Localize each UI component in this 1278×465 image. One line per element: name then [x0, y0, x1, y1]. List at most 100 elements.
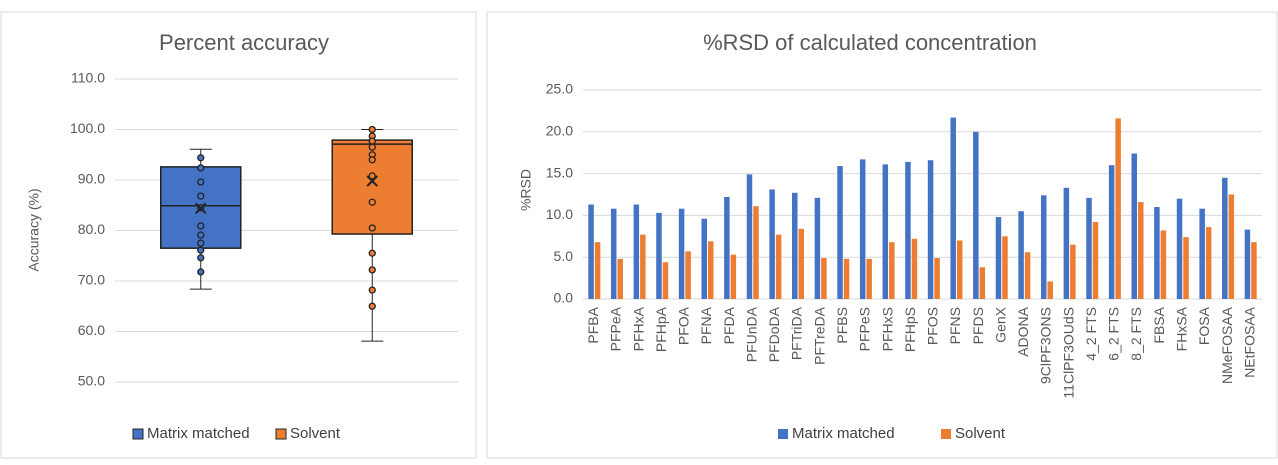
legend-label: Matrix matched	[147, 425, 250, 442]
bar	[633, 204, 640, 299]
x-tick-label: ADONA	[1015, 306, 1031, 356]
y-tick-label: 20.0	[546, 123, 573, 139]
y-tick-label: 100.0	[70, 120, 105, 136]
bar	[1108, 165, 1115, 299]
x-tick-label: 11ClPF3OUdS	[1060, 307, 1076, 399]
bar	[1092, 222, 1099, 299]
point	[197, 231, 205, 239]
bar	[979, 267, 986, 299]
bar	[1070, 244, 1076, 299]
bar	[662, 262, 669, 299]
bar	[882, 164, 889, 299]
y-tick-label: 60.0	[78, 322, 105, 338]
bar	[1183, 237, 1189, 299]
bar	[1131, 153, 1138, 299]
y-tick-label: 90.0	[78, 171, 105, 187]
bar	[814, 197, 821, 299]
y-tick-label: 5.0	[554, 248, 574, 264]
bar	[1024, 252, 1031, 299]
point	[368, 224, 376, 232]
bar	[678, 208, 685, 299]
bar	[707, 241, 714, 299]
x-tick-label: PFDS	[970, 307, 986, 344]
bar	[730, 254, 737, 299]
x-tick-label: PFHpS	[902, 307, 918, 352]
x-tick-label: 4_2 FTS	[1083, 307, 1099, 361]
bar	[927, 160, 934, 299]
mean-marker	[195, 202, 207, 214]
x-tick-label: PFDoDA	[766, 306, 782, 362]
point	[197, 254, 205, 262]
bar	[753, 206, 759, 299]
bar	[1063, 187, 1070, 299]
x-tick-label: GenX	[992, 306, 1008, 342]
point	[197, 178, 205, 186]
y-axis-label: %RSD	[518, 169, 534, 211]
bar	[617, 258, 623, 299]
bar	[843, 258, 850, 299]
x-tick-label: PFBA	[585, 306, 601, 343]
point	[368, 156, 376, 164]
x-tick-label: PFHpA	[653, 306, 669, 352]
x-tick-label: PFOS	[925, 307, 941, 345]
y-axis-label: Accuracy (%)	[26, 188, 42, 271]
x-tick-label: PFDA	[721, 306, 737, 344]
bar	[1222, 177, 1228, 299]
bar	[769, 189, 775, 299]
bar	[724, 197, 730, 299]
bar	[837, 166, 843, 299]
x-tick-label: PFPeS	[857, 307, 873, 351]
bar	[701, 218, 707, 299]
point	[197, 239, 205, 247]
bar	[775, 234, 782, 299]
bar	[1228, 194, 1235, 299]
bar	[798, 228, 805, 299]
legend-swatch	[275, 428, 287, 440]
point	[197, 222, 205, 230]
bar	[685, 251, 691, 299]
x-tick-label: PFTreDA	[811, 306, 827, 364]
legend-label: Solvent	[290, 425, 341, 442]
point	[197, 246, 205, 254]
x-tick-label: FHxSA	[1173, 306, 1189, 351]
bar	[792, 192, 798, 299]
x-tick-label: FBSA	[1151, 306, 1167, 343]
bar	[950, 117, 956, 299]
y-tick-label: 70.0	[78, 272, 105, 288]
bar	[1160, 230, 1167, 299]
x-tick-label: NEtFOSAA	[1241, 306, 1257, 377]
y-tick-label: 50.0	[78, 373, 105, 389]
x-tick-label: PFHxS	[879, 307, 895, 351]
point	[197, 154, 205, 162]
bar	[1018, 211, 1024, 299]
point	[368, 249, 376, 257]
bar	[1138, 202, 1144, 299]
bar	[934, 258, 940, 299]
x-tick-label: FOSA	[1196, 306, 1212, 345]
point	[368, 143, 376, 151]
point	[368, 137, 376, 145]
bar	[1115, 118, 1121, 299]
bar	[1040, 195, 1047, 299]
bar	[889, 242, 895, 299]
bar	[911, 238, 918, 299]
point	[197, 268, 205, 276]
bar	[656, 212, 662, 299]
chart-title: Percent accuracy	[159, 30, 329, 55]
point	[368, 286, 376, 294]
x-tick-label: 6_2 FTS	[1106, 307, 1122, 361]
y-tick-label: 10.0	[546, 206, 573, 222]
bar	[640, 234, 646, 299]
bar	[866, 258, 872, 299]
x-tick-label: 8_2 FTS	[1128, 307, 1144, 361]
x-tick-label: PFNA	[698, 306, 714, 344]
bar	[1176, 198, 1183, 299]
chart-title: %RSD of calculated concentration	[703, 30, 1037, 55]
y-tick-label: 80.0	[78, 221, 105, 237]
point	[368, 172, 376, 180]
bar	[821, 258, 827, 299]
bar	[1086, 197, 1092, 299]
bar	[746, 174, 753, 299]
